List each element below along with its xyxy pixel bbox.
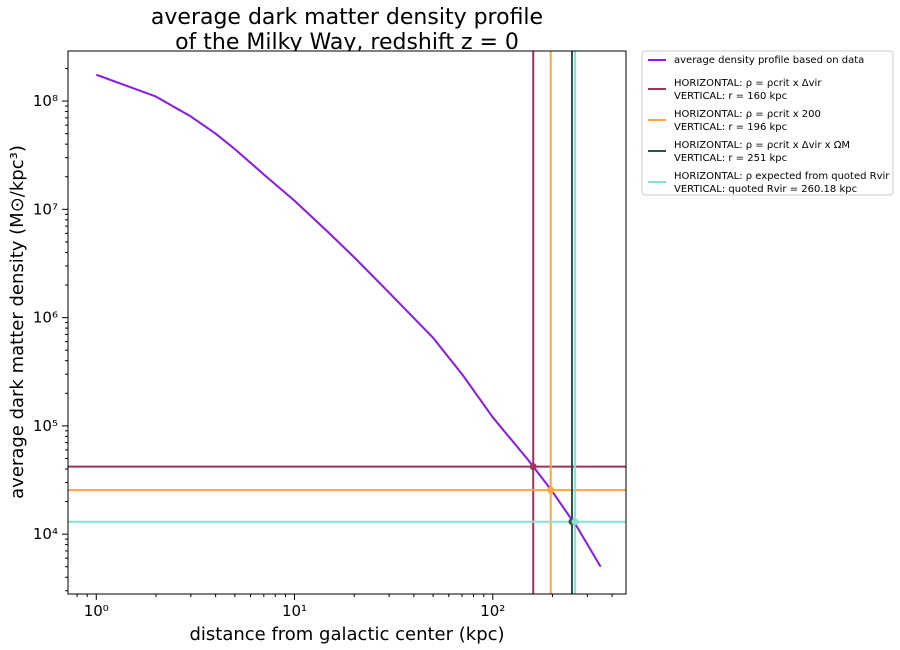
legend-label-reference-1-horizontal: HORIZONTAL: ρ = ρcrit x 200 xyxy=(674,109,821,120)
y-tick-label: 10⁴ xyxy=(33,525,58,543)
reference-lines xyxy=(68,51,626,594)
legend: average density profile based on data HOR… xyxy=(641,50,894,196)
chart-title-line-1: average dark matter density profile xyxy=(151,5,543,30)
intersection-marker-1 xyxy=(547,486,555,494)
x-tick-label: 10² xyxy=(480,602,505,620)
y-axis-ticks: 10⁴ 10⁵ 10⁶ 10⁷ 10⁸ xyxy=(33,67,68,592)
y-axis-label: average dark matter density (M⊙/kpc³) xyxy=(7,145,28,499)
x-tick-label: 10⁰ xyxy=(84,602,109,620)
legend-label-reference-2-horizontal: HORIZONTAL: ρ = ρcrit x Δvir x ΩM xyxy=(674,140,850,151)
intersection-marker-3 xyxy=(571,518,579,526)
legend-label-reference-1-vertical: VERTICAL: r = 196 kpc xyxy=(674,122,787,133)
legend-label-reference-3-horizontal: HORIZONTAL: ρ expected from quoted Rvir xyxy=(674,171,890,182)
y-tick-label: 10⁶ xyxy=(33,309,58,327)
chart-title: average dark matter density profile of t… xyxy=(151,5,543,55)
marker-layer xyxy=(529,463,579,526)
x-tick-label: 10¹ xyxy=(282,602,307,620)
y-tick-label: 10⁸ xyxy=(33,92,58,110)
intersection-marker-0 xyxy=(529,463,537,471)
x-axis-ticks: 10⁰ 10¹ 10² xyxy=(76,594,613,620)
plot-area xyxy=(68,51,626,594)
legend-box xyxy=(641,50,894,196)
legend-label-reference-3-vertical: VERTICAL: quoted Rvir = 260.18 kpc xyxy=(674,184,857,195)
legend-label-profile: average density profile based on data xyxy=(674,55,864,66)
y-tick-label: 10⁷ xyxy=(33,200,58,218)
legend-label-reference-2-vertical: VERTICAL: r = 251 kpc xyxy=(674,153,787,164)
legend-label-reference-0-vertical: VERTICAL: r = 160 kpc xyxy=(674,91,787,102)
x-axis-label: distance from galactic center (kpc) xyxy=(189,624,504,645)
y-tick-label: 10⁵ xyxy=(33,417,58,435)
legend-label-reference-0-horizontal: HORIZONTAL: ρ = ρcrit x Δvir xyxy=(674,78,822,89)
